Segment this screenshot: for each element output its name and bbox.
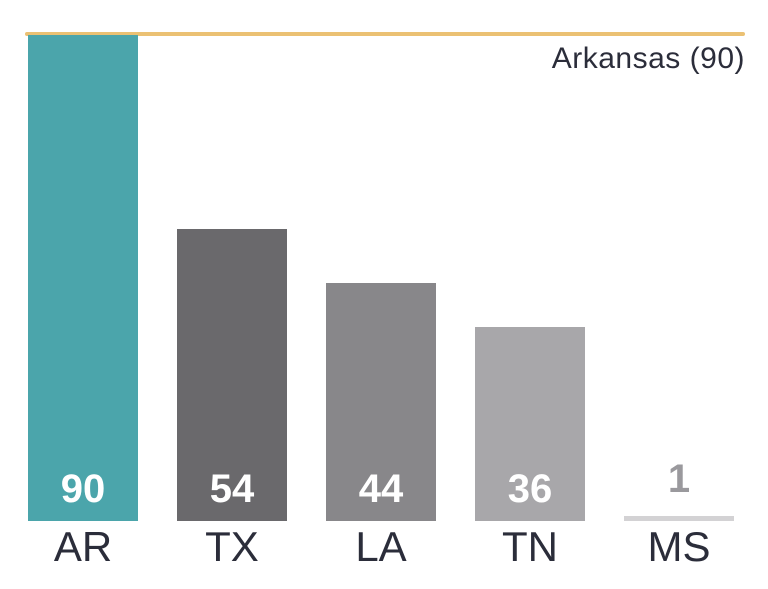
x-tick-label-tn: TN	[502, 523, 558, 570]
bar-value-label-ms: 1	[667, 456, 691, 501]
bar-value-label-tn: 36	[507, 467, 553, 511]
bar-group-ar: 90	[28, 35, 138, 521]
bar-ar	[28, 35, 138, 521]
bar-group-ms: 1	[624, 35, 734, 521]
bar-ms	[624, 515, 734, 521]
x-tick-label-la: LA	[355, 523, 407, 570]
bar-value-label-ar: 90	[60, 467, 106, 511]
x-tick-label-ar: AR	[53, 523, 113, 570]
bar-value-label-la: 44	[358, 467, 404, 511]
bar-tn	[475, 326, 585, 521]
x-axis-labels: AR TX LA TN MS	[28, 526, 734, 568]
bar-la	[326, 283, 436, 521]
bar-group-tx: 54	[177, 35, 287, 521]
bar-group-la: 44	[326, 35, 436, 521]
reference-line-label: Arkansas (90)	[551, 42, 745, 75]
reference-line	[25, 32, 745, 36]
bar-group-tn: 36	[475, 35, 585, 521]
x-tick-label-tx: TX	[205, 523, 259, 570]
plot-area: 90 54 44 36 1	[28, 35, 734, 521]
bar-value-label-tx: 54	[209, 467, 255, 511]
bar-tx	[177, 229, 287, 521]
x-tick-label-ms: MS	[647, 523, 711, 570]
